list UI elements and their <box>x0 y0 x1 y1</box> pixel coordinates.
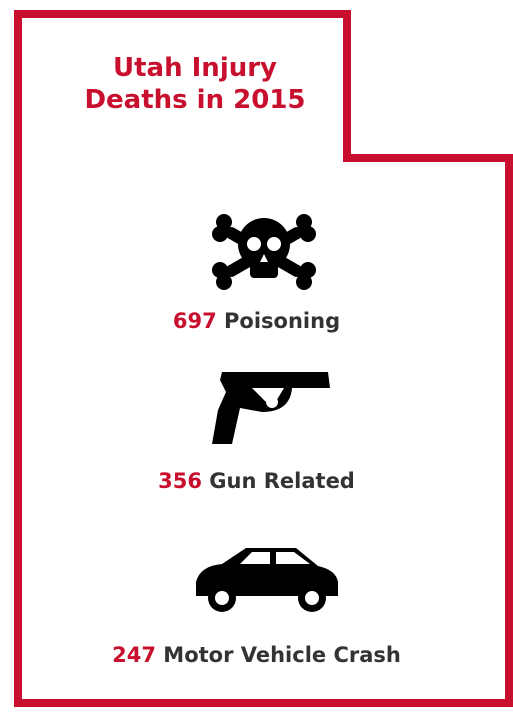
count: 697 <box>172 309 217 333</box>
car-icon <box>196 548 338 612</box>
stat-poisoning: 697 Poisoning <box>0 309 513 333</box>
label: Gun Related <box>209 469 355 493</box>
utah-outline <box>14 10 513 707</box>
count: 247 <box>112 643 156 667</box>
gun-icon <box>212 372 330 444</box>
label: Motor Vehicle Crash <box>163 643 401 667</box>
stat-vehicle: 247 Motor Vehicle Crash <box>0 643 513 667</box>
count: 356 <box>158 469 202 493</box>
skull-icon <box>212 214 316 290</box>
label: Poisoning <box>224 309 341 333</box>
stat-gun: 356 Gun Related <box>0 469 513 493</box>
title: Utah Injury Deaths in 2015 <box>84 53 306 115</box>
